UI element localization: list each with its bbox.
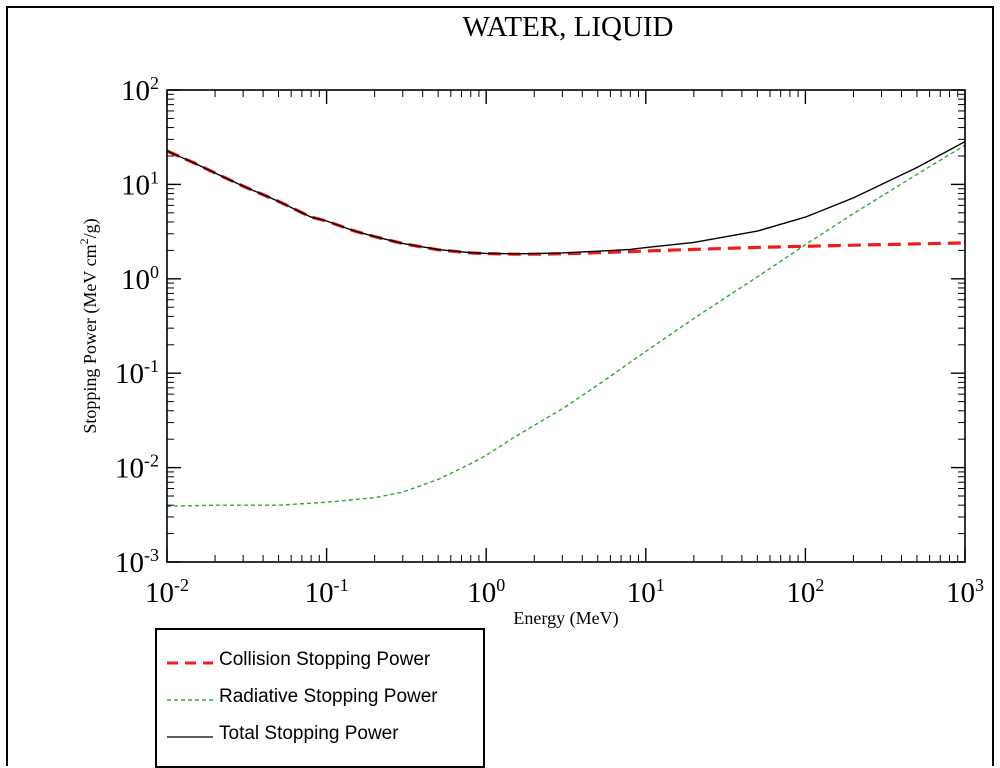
legend-label-radiative: Radiative Stopping Power bbox=[219, 686, 438, 707]
legend-item-radiative: Radiative Stopping Power bbox=[157, 685, 483, 715]
series-line-radiative bbox=[167, 144, 965, 507]
legend-label-total: Total Stopping Power bbox=[219, 723, 399, 744]
y-tick-label: 10-1 bbox=[115, 356, 159, 390]
y-tick-label: 102 bbox=[121, 73, 159, 107]
legend-swatch-collision bbox=[167, 661, 213, 665]
legend: Collision Stopping Power Radiative Stopp… bbox=[155, 628, 485, 768]
y-axis-label: Stopping Power (MeV cm2/g) bbox=[77, 218, 101, 433]
x-tick-label: 103 bbox=[946, 575, 984, 609]
series-line-total bbox=[167, 140, 965, 255]
x-axis-label: Energy (MeV) bbox=[513, 608, 618, 629]
y-tick-label: 10-2 bbox=[115, 451, 159, 485]
x-tick-label: 10-1 bbox=[305, 575, 349, 609]
legend-label-collision: Collision Stopping Power bbox=[219, 649, 431, 670]
y-tick-label: 10-3 bbox=[115, 545, 159, 579]
x-tick-label: 100 bbox=[467, 575, 505, 609]
legend-item-total: Total Stopping Power bbox=[157, 722, 483, 752]
x-tick-label: 102 bbox=[786, 575, 824, 609]
plot-area-border bbox=[166, 89, 966, 563]
legend-swatch-radiative bbox=[167, 699, 213, 701]
x-tick-label: 101 bbox=[627, 575, 665, 609]
series-line-collision bbox=[167, 149, 965, 256]
chart-title: WATER, LIQUID bbox=[462, 11, 673, 43]
legend-item-collision: Collision Stopping Power bbox=[157, 648, 483, 678]
legend-swatch-total bbox=[167, 736, 213, 738]
y-tick-label: 100 bbox=[121, 262, 159, 296]
chart-frame bbox=[6, 6, 994, 766]
x-tick-label: 10-2 bbox=[145, 575, 189, 609]
y-tick-label: 101 bbox=[121, 167, 159, 201]
